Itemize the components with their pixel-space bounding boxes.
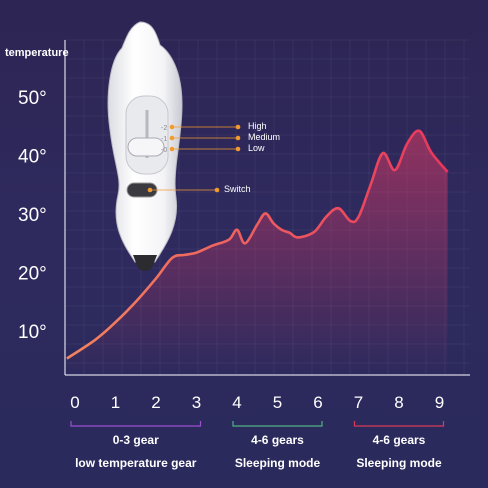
x-tick-label: 4 [232, 393, 241, 412]
group-bracket [353, 421, 445, 427]
x-tick-label: 1 [111, 393, 120, 412]
x-tick-label: 6 [313, 393, 322, 412]
y-tick-label: 20° [18, 264, 47, 285]
group-subtitle: Sleeping mode [234, 456, 321, 470]
callout-dot [235, 146, 241, 152]
group-bracket [232, 421, 323, 427]
x-tick-label: 8 [394, 393, 403, 412]
x-tick-label: 2 [151, 393, 160, 412]
dial-mark: -1 [161, 136, 167, 143]
dial-mark: -2 [161, 125, 167, 132]
x-tick-label: 9 [435, 393, 444, 412]
group-bracket [70, 421, 202, 427]
series-line [66, 129, 449, 360]
dial-mark: -0 [161, 147, 167, 154]
callout-dot [214, 187, 220, 193]
group-title: 0-3 gear [112, 433, 159, 447]
group-subtitle: low temperature gear [75, 456, 197, 470]
y-tick-label: 10° [18, 322, 47, 343]
y-tick-label: 40° [18, 147, 47, 168]
y-axis-label: temperature [5, 47, 69, 59]
device-tip [133, 255, 157, 271]
x-tick-label: 0 [70, 393, 79, 412]
gear-callout-label: Low [248, 143, 265, 153]
gear-callout-label: Medium [248, 132, 281, 142]
callout-dot [235, 135, 241, 141]
y-tick-label: 30° [18, 205, 47, 226]
group-title: 4-6 gears [372, 433, 426, 447]
device-illustration [107, 21, 183, 271]
gear-callout-label: High [248, 121, 267, 131]
series-area [66, 130, 448, 375]
callout-dot [235, 124, 241, 130]
group-title: 4-6 gears [251, 433, 304, 447]
y-tick-label: 50° [18, 88, 47, 109]
x-tick-label: 7 [354, 393, 363, 412]
switch-callout-label: Switch [224, 184, 251, 194]
x-tick-label: 3 [192, 393, 201, 412]
gear-slider[interactable] [127, 137, 165, 157]
x-tick-label: 5 [273, 393, 282, 412]
group-subtitle: Sleeping mode [356, 456, 442, 470]
